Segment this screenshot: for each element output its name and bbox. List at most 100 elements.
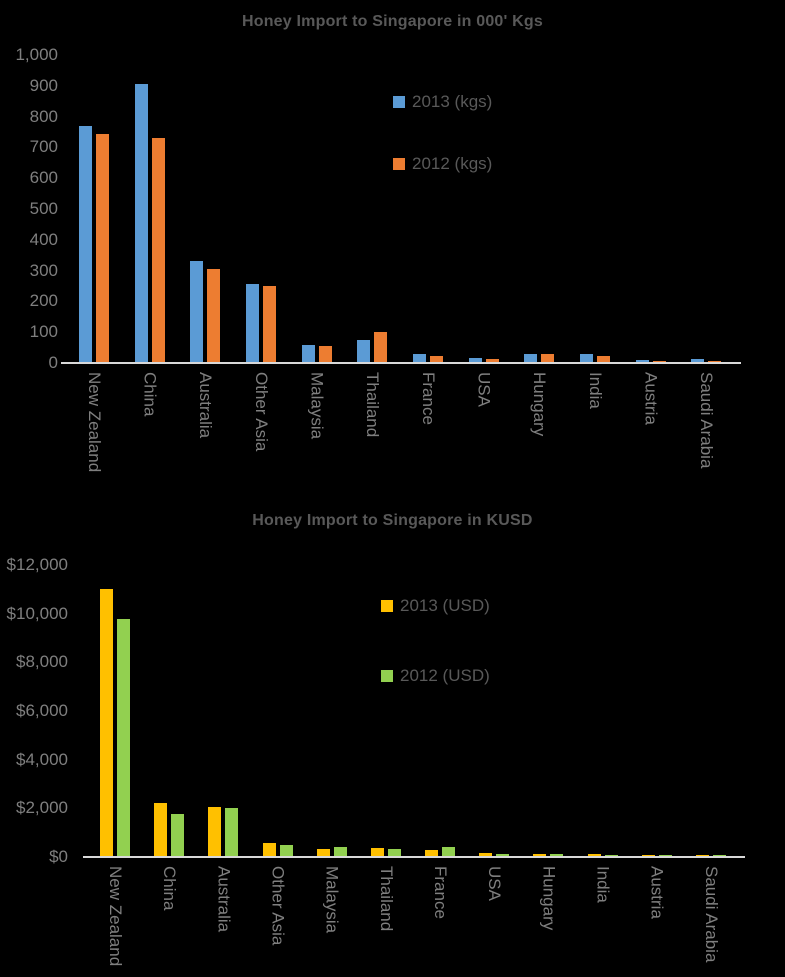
bar-2013-usd-australia [208,807,222,857]
y-tick-0: $0 [49,847,68,866]
legend-label-2012-kgs: 2012 (kgs) [412,154,493,173]
x-label-other-asia: Other Asia [251,866,305,976]
bar-2012-kgs-australia [207,269,221,363]
bar-2013-kgs-usa [468,358,482,363]
bar-2012-kgs-malaysia [318,346,332,363]
bar-group-other-asia [233,55,289,363]
x-label-other-asia: Other Asia [233,372,289,496]
y-tick-900: 900 [29,75,58,95]
bar-2012-usd-china [171,814,185,857]
bar-2013-kgs-thailand [357,340,371,363]
chart-kusd-title: Honey Import to Singapore in KUSD [252,512,533,529]
y-tick-200: 200 [29,291,58,311]
bar-2013-usd-malaysia [316,849,330,857]
bar-group-usa [456,55,512,363]
x-label-text-usa: USA [474,372,494,407]
bar-2013-kgs-saudi-arabia [691,359,705,363]
y-tick-700: 700 [29,137,58,157]
x-label-china: China [142,866,196,976]
y-tick-12-000: $12,000 [6,555,68,574]
x-label-text-thailand: Thailand [376,866,396,932]
y-tick-1-000: 1,000 [15,45,58,64]
legend-label-2013-kgs: 2013 (kgs) [412,92,493,111]
x-label-text-china: China [160,866,180,911]
x-label-india: India [567,372,623,496]
y-tick-4-000: $4,000 [16,749,68,769]
x-label-australia: Australia [196,866,250,976]
bar-2013-usd-other-asia [262,843,276,857]
x-label-hungary: Hungary [521,866,575,976]
y-tick-300: 300 [29,260,58,280]
x-label-text-india: India [585,372,605,409]
x-label-text-new-zealand: New Zealand [106,866,125,967]
bar-2012-kgs-france [429,356,443,363]
bar-2012-usd-thailand [387,849,401,857]
x-label-usa: USA [467,866,521,976]
bar-2012-usd-hungary [550,854,564,857]
bar-2012-kgs-china [151,138,165,363]
x-label-text-australia: Australia [196,372,216,439]
bar-2013-kgs-hungary [524,354,538,363]
x-label-usa: USA [456,372,512,496]
x-label-france: France [413,866,467,976]
bar-2013-usd-france [425,850,439,857]
bar-group-india [567,55,623,363]
x-label-text-hungary: Hungary [539,866,559,931]
x-label-australia: Australia [177,372,233,496]
x-label-text-saudi-arabia: Saudi Arabia [701,866,721,963]
legend-swatch-2012-kgs [393,158,405,170]
bar-2013-kgs-new-zealand [78,126,92,363]
x-axis-line [61,362,741,364]
bar-group-new-zealand [66,55,122,363]
y-axis-tick-labels: $12,000 $10,000 $8,000 $6,000 $4,000 $2,000 $0 [0,555,68,866]
y-tick-800: 800 [29,106,58,126]
bar-group-australia [196,565,250,857]
y-tick-6-000: $6,000 [16,701,68,720]
x-label-saudi-arabia: Saudi Arabia [684,866,738,976]
legend-item-2013-usd: 2013 (USD) [381,596,490,616]
legend-item-2012-usd: 2012 (USD) [381,666,490,686]
legend-swatch-2013-kgs [393,96,405,108]
bar-2013-kgs-india [579,354,593,363]
bar-group-china [122,55,178,363]
bar-group-china [142,565,196,857]
bar-group-thailand [359,565,413,857]
x-label-china: China [122,372,178,496]
bar-2013-usd-hungary [533,854,547,857]
x-label-text-other-asia: Other Asia [268,866,288,946]
bar-2012-kgs-india [596,356,610,363]
y-tick-2-000: $2,000 [16,798,68,818]
x-label-malaysia: Malaysia [289,372,345,496]
bar-group-usa [467,565,521,857]
bar-2012-kgs-other-asia [262,286,276,363]
bar-2013-usd-china [154,803,168,857]
bar-2013-kgs-other-asia [245,284,259,363]
bar-group-india [576,565,630,857]
legend-item-2013-kgs: 2013 (kgs) [393,92,492,112]
bar-group-austria [623,55,679,363]
bars-container [66,55,734,363]
x-label-text-austria: Austria [641,372,661,425]
plot-area [83,565,745,858]
y-tick-600: 600 [29,168,58,188]
bar-group-malaysia [305,565,359,857]
x-label-text-austria: Austria [647,866,667,919]
y-tick-500: 500 [29,199,58,218]
bar-2012-usd-france [442,847,456,857]
bar-2013-kgs-france [412,354,426,363]
bar-2012-usd-usa [496,854,510,857]
x-label-text-saudi-arabia: Saudi Arabia [697,372,717,469]
bar-2012-kgs-hungary [541,354,555,363]
x-axis-category-labels: New Zealand China Australia Other Asia Malay… [88,866,738,976]
bar-2012-kgs-new-zealand [95,134,109,363]
bar-2012-usd-australia [225,808,239,857]
bar-2013-usd-thailand [370,848,384,857]
x-label-austria: Austria [623,372,679,496]
bar-2012-usd-new-zealand [117,619,131,857]
x-label-saudi-arabia: Saudi Arabia [678,372,734,496]
x-label-text-malaysia: Malaysia [322,866,342,934]
x-label-india: India [576,866,630,976]
bar-group-hungary [511,55,567,363]
x-label-malaysia: Malaysia [305,866,359,976]
